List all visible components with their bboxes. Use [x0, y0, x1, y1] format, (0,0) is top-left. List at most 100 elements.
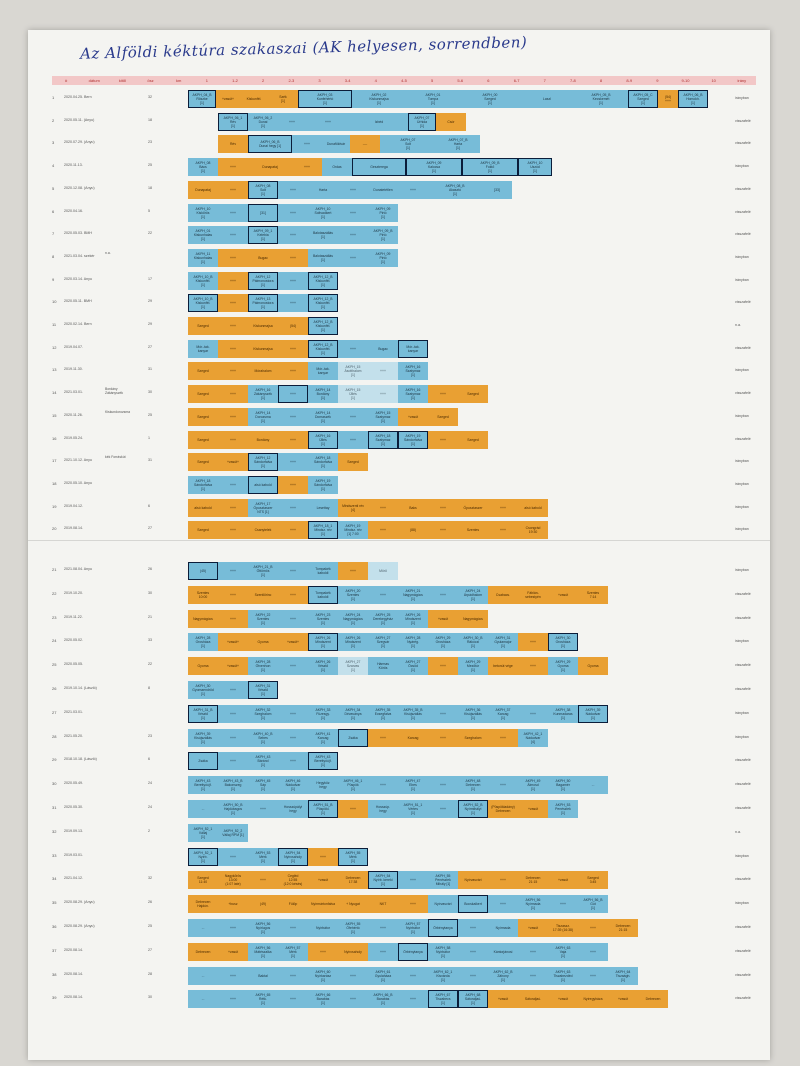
stamp-cell: AKPH_14 Bordány [1] — [308, 385, 338, 404]
route-cells: AKPH_52_1 Nyírb. [1] +++ AKPH_53 Mérk [1] AKPH_… — [188, 847, 708, 866]
transit-cell: Debrecen 17:38 — [338, 871, 368, 890]
cell-text: +++ — [290, 569, 296, 573]
row-date: 2020.08.14. — [64, 947, 83, 952]
table-row: 3 2020.07.29. (Anyu) 23 visszafelé Rév AKPH_0… — [30, 133, 770, 155]
cell-text: Geszterega — [370, 165, 388, 170]
stamp-cell: +++ — [218, 681, 248, 699]
cell-text: [1] — [406, 146, 410, 151]
row-km: 21 — [148, 614, 152, 619]
cell-text: sebestyén — [525, 594, 541, 599]
cell-text: +++ — [230, 324, 236, 328]
cell-text: Nyírbátor — [406, 926, 420, 930]
row-date: 2019.10.14. (László) — [64, 686, 97, 690]
cell-text: AKPH_19 — [405, 433, 421, 438]
stamp-cell: +++ — [218, 990, 248, 1009]
cell-text: +++ — [230, 997, 236, 1002]
cell-text: +vasút+ — [221, 97, 235, 101]
transit-cell: Szeged 11:40 — [188, 871, 218, 890]
stamp-cell: +++ — [368, 385, 398, 404]
cell-text: +++ — [440, 711, 446, 716]
transit-cell: alsó kabold — [188, 498, 218, 517]
cell-text: alsó kabold — [254, 482, 272, 487]
cell-text: Domaszék — [314, 414, 332, 419]
transit-cell: Dunapataj — [188, 180, 218, 199]
cell-text: Nagymágócs — [403, 592, 423, 597]
cell-text: [1] — [201, 214, 205, 219]
stamp-cell: alsó kabold — [248, 475, 278, 494]
row-direction: visszafelé — [735, 663, 751, 668]
cell-text: Dunai — [258, 119, 268, 124]
transit-cell: +++ — [368, 728, 398, 747]
cell-text: NKT — [379, 902, 387, 907]
cell-text: AKPH_01 — [425, 93, 441, 97]
cell-text: Csabacs. — [495, 592, 511, 597]
cell-text: 21:15 — [618, 928, 628, 932]
cell-text: Szeged — [197, 460, 209, 465]
cell-text: [1] — [261, 191, 265, 196]
cell-text: AKPH_10_B — [193, 274, 213, 279]
cell-text: (1:07 late) — [225, 882, 241, 887]
stamp-cell: AKPH_31_B Vésztő [1] — [188, 704, 218, 723]
cell-text: Bács — [199, 165, 207, 170]
cell-text: [1] — [321, 620, 325, 625]
cell-text: (Püspökladány) — [491, 805, 515, 809]
transit-cell: +++ — [218, 248, 248, 267]
cell-text: AKPH_27 — [405, 660, 421, 665]
stamp-cell: AKPH_31 Vésztő [1] — [248, 681, 278, 699]
cell-text: Sándorfalva — [313, 460, 333, 465]
cell-text: [1] — [321, 305, 325, 310]
stamp-cell: AKPH_24 Nagymágócs [1] — [338, 609, 368, 628]
row-km: 6 — [148, 503, 150, 508]
row-number: 31 — [52, 805, 57, 810]
cell-text: Gyoma — [257, 640, 269, 645]
row-direction: irányban — [735, 413, 749, 418]
cell-text: Szék — [279, 95, 287, 99]
stamp-cell: AKPH_05_C Szeged [1] — [628, 90, 658, 108]
cell-text: +++ — [230, 346, 236, 351]
cell-text: AKPH_41 — [315, 731, 331, 736]
table-row: 26 2019.10.14. (László) 8 visszafelé AKPH_30… — [30, 679, 770, 701]
cell-text: 19:30 — [528, 530, 538, 535]
cell-text: Sebes — [258, 735, 268, 740]
cell-text: AKPH_43 — [315, 755, 331, 760]
cell-text: Báránd — [257, 759, 269, 764]
row-direction: irányban — [735, 901, 749, 906]
stamp-cell: AKPH_01 Tompa [1] — [406, 90, 460, 108]
row-date: 2019.03.01. — [64, 852, 83, 857]
cell-text: Debrecen — [495, 809, 511, 813]
cell-text: AKPH_30 — [555, 636, 571, 641]
transit-cell: Mindszenti rév [4] — [338, 498, 368, 517]
route-cells: Szentes 10:00 +++ Szentlőrinc +++ Tompakék kab… — [188, 585, 708, 604]
cell-text: [1] — [381, 418, 385, 423]
route-cells: ... +++ AKPH_56 Nyírlugos [1] +++ Nyírbátor AKP… — [188, 919, 708, 937]
stamp-cell: AKPH_43 Berettyóújf. [1] — [188, 776, 218, 795]
header-col: 2-3 — [288, 78, 295, 83]
table-row: 2 2020.05.11. (Anyu) 18 visszafelé AKPH_06_1… — [30, 111, 770, 133]
header-col: 6-7 — [513, 78, 520, 83]
stamp-cell: Nyírbátor — [308, 919, 338, 937]
stamp-cell: +++ — [278, 407, 308, 426]
cell-text: [1] — [411, 596, 415, 601]
transit-cell: +++ — [218, 407, 248, 426]
cell-text: Laszl — [543, 97, 551, 101]
row-number: 9 — [52, 276, 55, 282]
stamp-cell: +++ — [338, 203, 368, 222]
stamp-cell: AKPH_36 Kisújszállás [1] — [458, 704, 488, 723]
cell-text: [1] — [321, 214, 325, 219]
cell-text: +++ — [470, 926, 476, 930]
cell-text: +++ — [665, 99, 671, 103]
cell-text: +++ — [380, 369, 386, 374]
table-row: 16 2019.05.24. 1 visszafelé Szeged +++ Bordány… — [30, 429, 770, 451]
row-number: 28 — [52, 733, 57, 739]
cell-text: Hajdún. — [197, 904, 209, 909]
cell-text: Sátoraljaú. — [524, 997, 542, 1002]
cell-text: [1] — [501, 977, 505, 982]
cell-text: [1] — [456, 146, 460, 151]
row-direction: irányban — [735, 853, 749, 858]
cell-text: Ordas — [332, 165, 342, 170]
cell-text: +++ — [410, 187, 416, 192]
cell-text: AKPH_26 — [405, 612, 421, 617]
cell-text: [1] — [431, 101, 435, 105]
stamp-cell: Tompakék kaboldi — [308, 562, 338, 580]
route-cells: (45) +++ AKPH_21_B Öttömös [1] +++ Tompakék kab… — [188, 562, 708, 580]
